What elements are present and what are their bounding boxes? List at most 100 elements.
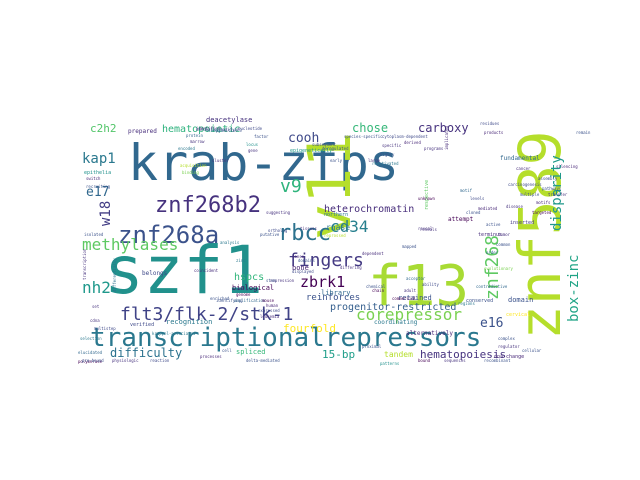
word-chain: chain bbox=[372, 288, 385, 293]
word-multistep: multistep bbox=[94, 326, 116, 331]
word-terminus: terminus bbox=[478, 232, 502, 238]
word-znf268b2: znf268b2 bbox=[155, 193, 261, 218]
word-heterochromatin: heterochromatin bbox=[324, 204, 414, 215]
word-pathways: pathways bbox=[542, 186, 562, 191]
word-domain: domain bbox=[508, 296, 533, 304]
word-cell: cell bbox=[222, 348, 232, 353]
word-chromatin-modifying: chromatin-modifying bbox=[196, 127, 242, 132]
word-e16: e16 bbox=[480, 316, 503, 331]
word-amplification: amplification bbox=[234, 298, 266, 303]
word-f13: f13 bbox=[368, 254, 469, 319]
word-nh2: nh2 bbox=[82, 278, 111, 297]
word-primitive: primitive bbox=[216, 128, 238, 133]
word-selection: selection bbox=[80, 336, 102, 341]
word-remain: remain bbox=[576, 130, 591, 135]
word-carboxy: carboxy bbox=[418, 121, 469, 135]
word-transcriptionalrepressors: transcriptionalrepressors bbox=[90, 323, 481, 353]
word-dna-change: dna-change bbox=[494, 354, 524, 360]
word-reveals: reveals bbox=[420, 227, 437, 232]
word-tumor: tumor bbox=[498, 232, 511, 237]
word-genome: genome bbox=[236, 292, 251, 297]
word-znf268: znf268 bbox=[482, 235, 503, 300]
word-kruppel-associated: kruppel-associated bbox=[152, 331, 196, 336]
word-domains: domains bbox=[298, 258, 315, 263]
word-flt3-flk-2-stk-1: flt3/flk-2/stk-1 bbox=[120, 304, 293, 325]
word-regions: regions bbox=[458, 301, 475, 306]
word-motifs: motifs bbox=[536, 200, 551, 205]
word-identified: identified bbox=[196, 126, 221, 131]
word-chemical: chemical bbox=[366, 284, 386, 289]
word-set: set bbox=[92, 304, 100, 309]
word-cancer: cancer bbox=[516, 166, 531, 171]
word-chose: chose bbox=[352, 121, 388, 135]
word-epithelia: epithelia bbox=[84, 170, 111, 176]
word-regulator: regulator bbox=[498, 344, 520, 349]
word-znf268a: znf268a bbox=[118, 221, 219, 249]
word-species-specific: species-specific bbox=[344, 134, 383, 139]
word-hspcs: hspcs bbox=[234, 272, 264, 283]
word-library: library bbox=[321, 289, 351, 297]
word-contradictive: contradictive bbox=[476, 284, 508, 289]
word-cd34: cd34 bbox=[330, 217, 369, 236]
word-epigenetically: epigenetically bbox=[290, 148, 332, 154]
word-family: family bbox=[234, 286, 249, 291]
word-northern: northern bbox=[324, 212, 348, 218]
word-cytoplasm-dependent: cytoplasm-dependent bbox=[382, 134, 428, 139]
word-lineage: lineage bbox=[206, 128, 223, 133]
word-w18: w18 bbox=[98, 201, 114, 226]
word-implicated: implicated bbox=[444, 125, 449, 150]
word-ortholog: ortholog bbox=[268, 228, 288, 233]
word-proximal: proximal bbox=[362, 344, 382, 349]
word-15-bp: 15-bp bbox=[322, 348, 355, 361]
word-complex: complex bbox=[498, 336, 515, 341]
word-attempt: attempt bbox=[448, 216, 474, 223]
word-tissues: tissues bbox=[300, 226, 317, 231]
word-binding: binding bbox=[182, 170, 199, 175]
word-progenitor-restricted: progenitor-restricted bbox=[330, 302, 456, 313]
word-cluster: cluster bbox=[212, 158, 229, 163]
word-methylases: methylases bbox=[82, 235, 178, 254]
word-acquisition: acquisition bbox=[180, 163, 207, 168]
word-kap1: kap1 bbox=[82, 151, 116, 167]
word-elucidated: elucidated bbox=[78, 350, 103, 355]
word-pre-bound: pre-bound bbox=[82, 358, 104, 363]
word-belongs: belongs bbox=[142, 270, 168, 277]
word-isolated: isolated bbox=[84, 232, 104, 237]
word-residues: residues bbox=[480, 121, 500, 126]
word-patterns: patterns bbox=[380, 361, 400, 366]
word-ability: ability bbox=[422, 282, 439, 287]
word-differing: differing bbox=[340, 265, 362, 270]
word-gene: gene bbox=[248, 148, 258, 153]
word-znf589: znf589 bbox=[506, 130, 574, 340]
word-reveal: reveal bbox=[418, 226, 433, 231]
word-cellular: cellular bbox=[522, 348, 542, 353]
word-encoded: encoded bbox=[178, 146, 195, 151]
word-bone: bone bbox=[292, 264, 309, 272]
word-differentially: differentially bbox=[112, 258, 117, 292]
word-derived: derived bbox=[404, 140, 421, 145]
word-dependent: dependent bbox=[362, 251, 384, 256]
word-assembly: assembly bbox=[538, 176, 558, 181]
word-deacetylase: deacetylase bbox=[206, 116, 252, 124]
word-specific: specific bbox=[382, 143, 402, 148]
word-sense: sense bbox=[292, 254, 305, 259]
word-repression: repression bbox=[270, 278, 295, 283]
word-cdna: cdna bbox=[90, 318, 100, 323]
word-verified: verified bbox=[130, 322, 154, 328]
word-v9: v9 bbox=[280, 176, 302, 197]
word-marrow: marrow bbox=[190, 139, 205, 144]
word-recombinant: recombinant bbox=[484, 358, 511, 363]
word-e17: e17 bbox=[86, 185, 109, 200]
word-alternatively: alternatively bbox=[406, 330, 453, 337]
word-switch: switch bbox=[86, 176, 101, 181]
word-unknown: unknown bbox=[418, 196, 435, 201]
word-fingers: fingers bbox=[288, 250, 364, 271]
word-inserted: inserted bbox=[510, 220, 534, 226]
word-analysis: analysis bbox=[220, 240, 240, 245]
word-highly: highly bbox=[380, 152, 395, 157]
word-displayed: displayed bbox=[292, 269, 314, 274]
word-recruiting: recruiting bbox=[86, 184, 111, 189]
word-mediated: mediated bbox=[478, 206, 498, 211]
word-common: common bbox=[496, 242, 511, 247]
